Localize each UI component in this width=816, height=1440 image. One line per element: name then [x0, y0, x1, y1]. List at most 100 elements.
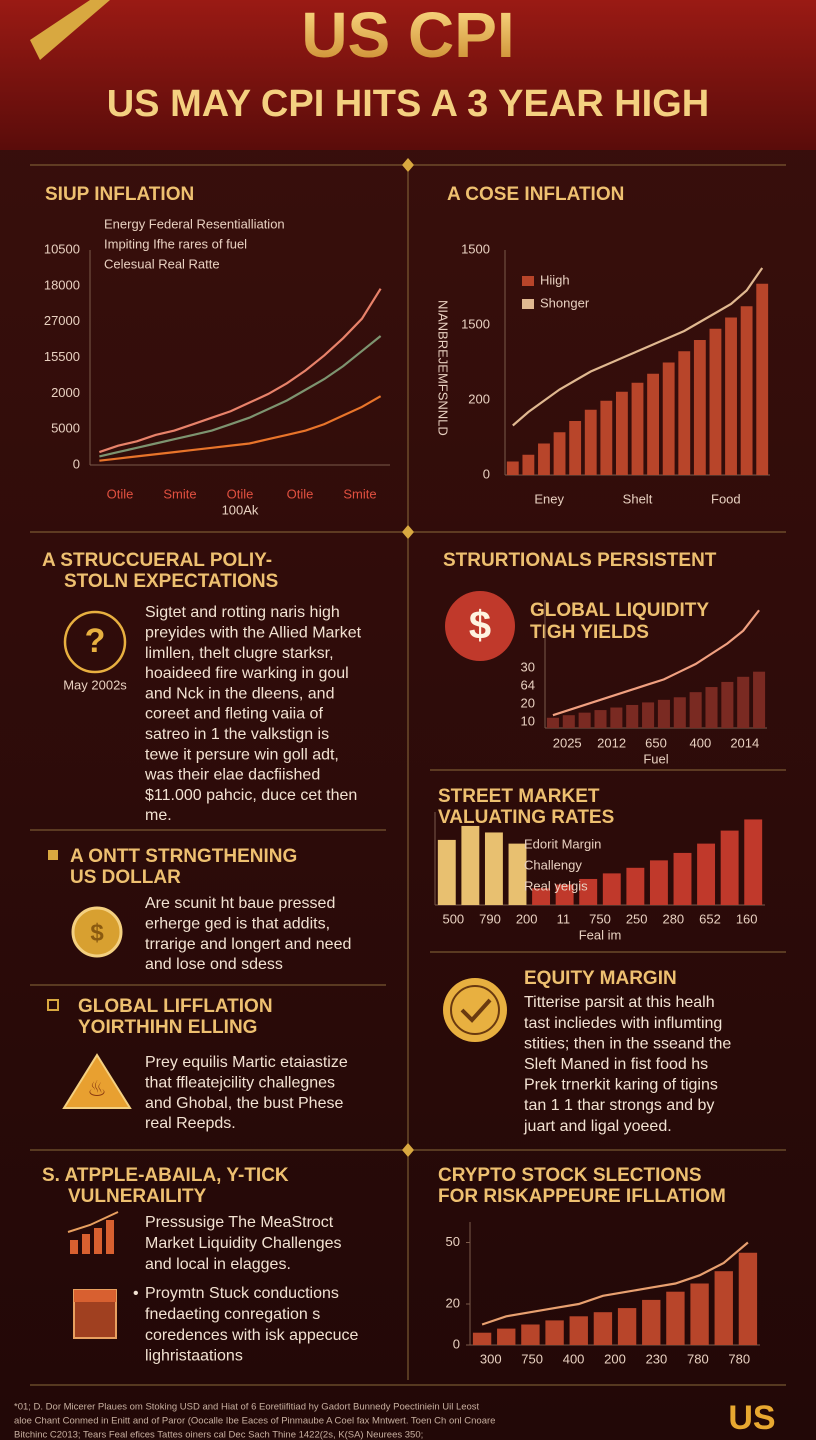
y-tick-label: 10500 [44, 241, 80, 256]
series-line [512, 267, 764, 427]
panel-title: STRURTIONALS PERSISTENT [443, 550, 717, 571]
legend-label: Energy Federal Resentialliation [104, 216, 285, 231]
footer-text: Bitchinc C2013; Tears Feal efices Tattes… [14, 1430, 423, 1440]
body-text: juart and ligal yoeed. [523, 1118, 672, 1135]
x-axis-label: 100Ak [222, 502, 259, 517]
icons: ? $ $ ♨ • [47, 591, 515, 1339]
bar [472, 1332, 492, 1345]
bar [693, 340, 706, 475]
bar [532, 888, 551, 905]
bar [521, 1324, 540, 1345]
bar [546, 717, 559, 728]
panel-subtitle: TIGH YIELDS [530, 622, 649, 643]
panel-subtitle: GLOBAL LIQUIDITY [530, 600, 709, 621]
body-text: and Ghobal, the bust Phese [145, 1095, 343, 1112]
bar [579, 878, 598, 905]
bar [756, 283, 769, 475]
legend-label: Impiting Ifhe rares of fuel [104, 236, 247, 251]
body-text: and Nck in the dleens, and [145, 685, 334, 702]
bar [662, 362, 675, 475]
body-text: $11.000 pahcic, duce cet then [145, 787, 357, 804]
bar [738, 1252, 758, 1345]
panel-title: CRYPTO STOCK SLECTIONS [438, 1165, 702, 1186]
bar [657, 699, 670, 728]
svg-text:$: $ [90, 919, 104, 946]
subtitle: US MAY CPI HITS A 3 YEAR HIGH [107, 83, 710, 125]
x-tick-label: 780 [687, 1351, 709, 1366]
body-text: Prey equilis Martic etaiastize [145, 1054, 348, 1071]
y-tick-label: 20 [446, 1295, 460, 1310]
x-tick-label: Otile [287, 486, 314, 501]
bar [569, 1316, 588, 1345]
x-tick-label: 160 [736, 911, 758, 926]
bar [497, 1328, 516, 1345]
bar [678, 351, 691, 475]
bar [753, 671, 766, 728]
y-tick-label: 1500 [461, 316, 490, 331]
y-tick-label: 0 [73, 456, 80, 471]
bar [617, 1308, 637, 1345]
y-tick-label: 0 [483, 466, 490, 481]
y-tick-label: 5000 [51, 421, 80, 436]
bar [642, 1299, 661, 1345]
x-axis-label: Feal im [579, 927, 622, 942]
bar [705, 687, 718, 728]
item-text: Proymtn Stuck conductions [145, 1285, 339, 1302]
body-text: real Reepds. [145, 1115, 236, 1132]
y-tick-label: 64 [521, 677, 535, 692]
bar [600, 400, 613, 475]
bar [714, 1271, 733, 1345]
item-text: lighristaations [145, 1348, 243, 1365]
y-tick-label: 27000 [44, 313, 80, 328]
panel-title: VULNERAILITY [68, 1186, 207, 1207]
panel-title: EQUITY MARGIN [524, 968, 677, 989]
bar [725, 317, 737, 475]
x-axis-label: Fuel [643, 751, 668, 766]
bar [594, 710, 607, 728]
legend-label: Celesual Real Ratte [104, 256, 220, 271]
legend-swatch [522, 299, 534, 309]
x-tick-label: 250 [626, 911, 648, 926]
x-tick-label: 750 [589, 911, 611, 926]
body-text: Sigtet and rotting naris high [145, 604, 340, 621]
x-tick-label: 300 [480, 1351, 502, 1366]
bar [584, 409, 597, 475]
bar [553, 432, 566, 475]
panel-title: A ONTT STRNGTHENING [70, 846, 297, 867]
panel-title: A COSE INFLATION [447, 184, 624, 205]
panel-title: S. ATPPLE-ABAILA, Y-TICK [42, 1165, 289, 1186]
legend-label: Hiigh [540, 272, 570, 287]
y-tick-label: 2000 [51, 385, 80, 400]
body-text: that ffleatejcility challegnes [145, 1075, 335, 1092]
panel-title: VALUATING RATES [438, 807, 614, 828]
bar [649, 860, 668, 905]
x-tick-label: 230 [646, 1351, 668, 1366]
legend-swatch [522, 276, 534, 286]
x-tick-label: 652 [699, 911, 721, 926]
panel-title: YOIRTHIHN ELLING [78, 1017, 257, 1038]
x-tick-label: 11 [557, 911, 571, 926]
x-tick-label: 400 [690, 735, 712, 750]
item-text: Pressusige The MeaStroct [145, 1214, 334, 1231]
x-tick-label: 200 [516, 911, 538, 926]
body-text: limllen, thelt clugre starksr, [145, 645, 334, 662]
bar [690, 1283, 709, 1345]
bar [461, 825, 480, 905]
bar [737, 676, 750, 728]
panel-title: A STRUCCUERAL POLIY- [42, 550, 272, 571]
bar [647, 373, 660, 475]
y-tick-label: 10 [521, 713, 535, 728]
x-tick-label: Smite [163, 486, 196, 501]
x-tick-label: Smite [343, 486, 376, 501]
body-text: Prek trnerkit karing of tigins [524, 1077, 718, 1094]
bar [720, 830, 739, 905]
x-tick-label: Otile [107, 486, 134, 501]
logo: US [728, 1399, 775, 1437]
x-tick-label: 200 [604, 1351, 626, 1366]
bar [602, 873, 621, 905]
body-text: tewe it persure win goll adt, [145, 746, 339, 763]
body-text: tan 1 1 thar strongs and by [524, 1097, 714, 1114]
x-tick-label: Eney [534, 491, 564, 506]
